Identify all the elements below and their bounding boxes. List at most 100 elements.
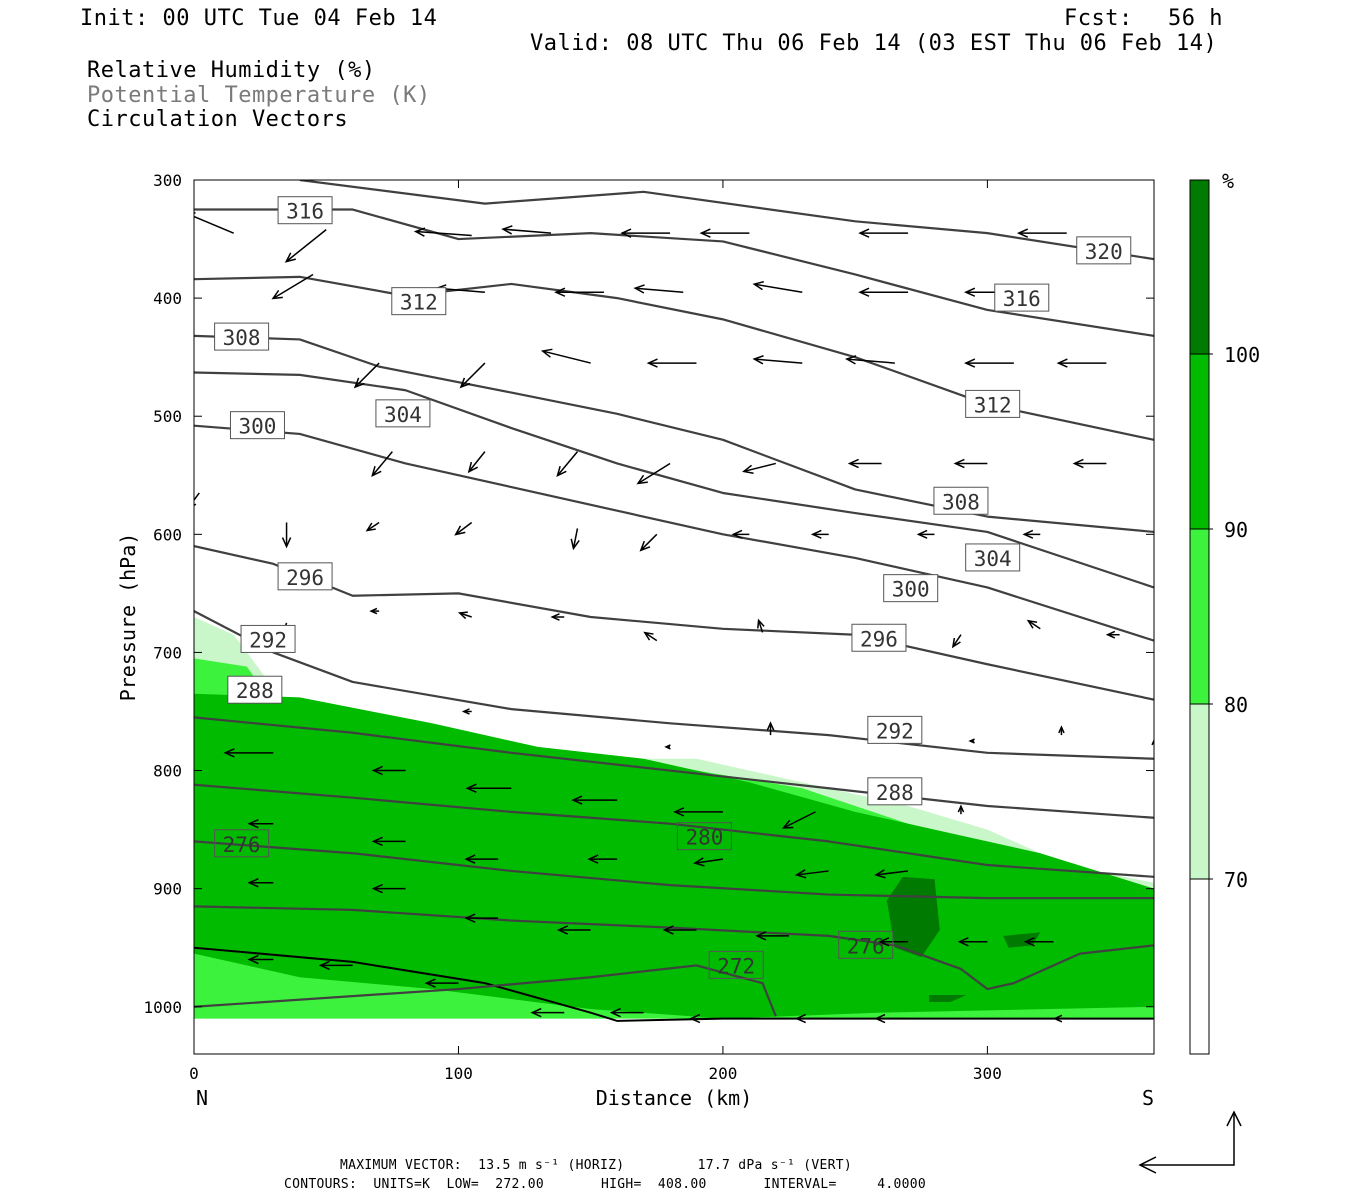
vector-arrow bbox=[194, 492, 200, 507]
vector-arrow bbox=[170, 938, 194, 946]
vector-head bbox=[1105, 630, 1116, 639]
vector-shaft bbox=[194, 215, 234, 234]
isentrope-label: 300 bbox=[229, 411, 285, 440]
isentrope-label: 312 bbox=[965, 389, 1021, 418]
vector-head bbox=[371, 836, 383, 847]
field-theta: Potential Temperature (K) bbox=[87, 83, 431, 108]
vector-arrow bbox=[878, 937, 909, 947]
isentrope-label-box bbox=[994, 283, 1050, 312]
vector-arrow bbox=[1151, 738, 1154, 746]
isentrope-label-text: 308 bbox=[942, 490, 980, 514]
valid-time: Valid: 08 UTC Thu 06 Feb 14 (03 EST Thu … bbox=[530, 31, 1218, 56]
vector-head bbox=[1052, 1014, 1063, 1023]
isentrope-label-text: 304 bbox=[384, 403, 422, 427]
vector-arrow bbox=[464, 854, 499, 864]
vector-head bbox=[464, 913, 476, 923]
isentrope-label-box bbox=[867, 777, 923, 806]
vector-head bbox=[953, 458, 965, 469]
vector-arrow bbox=[699, 228, 750, 238]
vector-shaft bbox=[952, 634, 962, 648]
vector-head bbox=[742, 464, 754, 474]
x-tick-label: 100 bbox=[444, 1064, 473, 1083]
vector-head bbox=[1023, 937, 1035, 947]
vector-arrow bbox=[874, 869, 909, 879]
vector-arrow bbox=[454, 521, 473, 536]
vector-arrow bbox=[1022, 529, 1041, 539]
vector-arrow bbox=[858, 287, 909, 297]
colorbar-segment bbox=[1190, 529, 1209, 704]
vector-arrow bbox=[247, 818, 274, 829]
vector-arrow bbox=[689, 1013, 723, 1024]
vector-arrow bbox=[550, 613, 565, 621]
vector-head bbox=[281, 537, 292, 549]
vector-head bbox=[664, 744, 671, 750]
isentrope-label-box bbox=[965, 389, 1021, 418]
vector-arrow bbox=[874, 1013, 909, 1024]
vector-head bbox=[365, 522, 376, 532]
vector-shaft bbox=[542, 350, 591, 364]
isentrope-label-box bbox=[708, 950, 764, 979]
isentrope-label-text: 296 bbox=[286, 566, 324, 590]
vector-arrow bbox=[371, 883, 406, 894]
vector-arrow bbox=[424, 978, 459, 988]
isentrope-label-box bbox=[676, 822, 732, 851]
vector-head bbox=[371, 465, 382, 478]
max-vector-note: MAXIMUM VECTOR: 13.5 m s⁻¹ (HORIZ) 17.7 … bbox=[340, 1158, 852, 1173]
vector-head bbox=[633, 284, 645, 294]
vector-arrow bbox=[957, 937, 988, 947]
isentrope-label: 296 bbox=[851, 623, 907, 652]
vector-shaft bbox=[846, 358, 895, 364]
x-axis-title: Distance (km) bbox=[596, 1086, 753, 1110]
isentrope-label: 304 bbox=[375, 399, 431, 428]
y-tick-label: 1000 bbox=[143, 998, 182, 1017]
isentrope-label-box bbox=[883, 574, 939, 603]
isentrope-label-text: 272 bbox=[717, 954, 755, 978]
isentrope-label-box bbox=[965, 543, 1021, 572]
vector-shaft bbox=[502, 228, 552, 234]
vector-head bbox=[620, 228, 632, 238]
vector-head bbox=[247, 954, 259, 965]
vector-head bbox=[689, 1013, 701, 1024]
isentrope-label-box bbox=[277, 562, 333, 591]
vector-head bbox=[247, 878, 259, 888]
reference-vector-icon bbox=[1138, 1110, 1242, 1174]
vector-arrow bbox=[609, 1007, 644, 1018]
isentrope-label-text: 292 bbox=[249, 628, 287, 652]
vector-arrow bbox=[731, 529, 750, 539]
isentrope-label: 308 bbox=[933, 486, 989, 515]
vector-head bbox=[878, 937, 890, 947]
isentrope-292 bbox=[194, 610, 1154, 760]
vector-arrow bbox=[369, 607, 380, 615]
vector-head bbox=[957, 937, 969, 947]
vector-arrow bbox=[916, 529, 935, 539]
vector-head bbox=[847, 458, 859, 469]
isentrope-label-box bbox=[838, 930, 894, 959]
vector-arrow bbox=[281, 522, 292, 549]
isentrope-label-text: 280 bbox=[685, 826, 723, 850]
vector-arrow bbox=[781, 811, 816, 829]
vector-head bbox=[369, 607, 378, 615]
isentrope-label: 308 bbox=[214, 322, 270, 351]
vector-head bbox=[609, 1007, 621, 1018]
colorbar-segment bbox=[1190, 354, 1209, 529]
vector-arrow bbox=[1026, 619, 1041, 630]
field-vectors: Circulation Vectors bbox=[87, 107, 349, 132]
vector-arrow bbox=[247, 878, 274, 888]
isentrope-label: 272 bbox=[708, 950, 764, 979]
vector-head bbox=[318, 960, 330, 971]
contour-note: CONTOURS: UNITS=K LOW= 272.00 HIGH= 408.… bbox=[284, 1177, 927, 1192]
isentrope-label-text: 300 bbox=[892, 578, 930, 602]
vector-arrow bbox=[693, 857, 724, 867]
vector-arrow bbox=[284, 229, 327, 263]
vector-shaft bbox=[371, 451, 393, 477]
vector-head bbox=[845, 355, 857, 365]
isentrope-label: 288 bbox=[867, 777, 923, 806]
vector-arrow bbox=[464, 913, 499, 923]
vector-head bbox=[1026, 619, 1038, 629]
vector-arrow bbox=[1072, 458, 1107, 469]
vector-head bbox=[916, 529, 928, 539]
colorbar-frame bbox=[1189, 179, 1210, 1055]
vector-arrow bbox=[1016, 228, 1067, 238]
vector-arrow bbox=[467, 451, 486, 474]
vector-head bbox=[464, 854, 476, 864]
